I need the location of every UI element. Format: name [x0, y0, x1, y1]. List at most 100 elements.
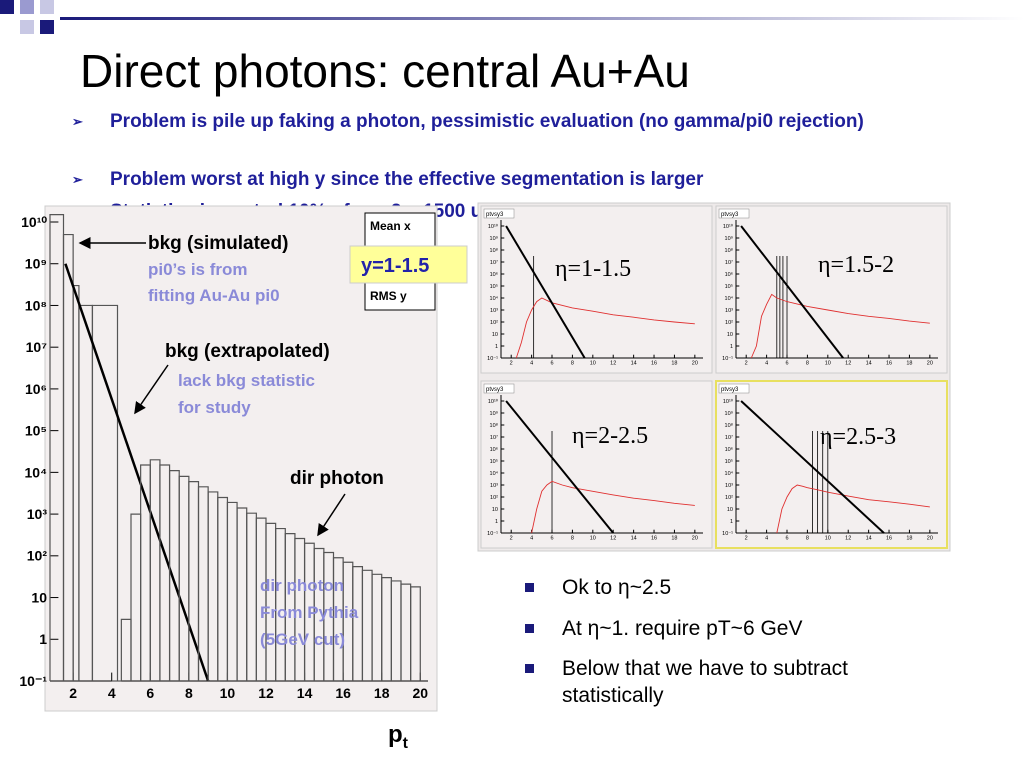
x-tick-label: 8 [806, 361, 809, 367]
x-tick-label: 8 [185, 685, 193, 701]
panel-title: ptvsy3 [721, 212, 739, 218]
y-tick-label: 10⁵ [725, 283, 733, 290]
x-tick-label: 18 [671, 536, 677, 542]
x-tick-label: 20 [412, 685, 428, 701]
y-tick-label: 10⁶ [490, 271, 498, 278]
x-tick-label: 2 [745, 536, 748, 542]
x-tick-label: 12 [845, 536, 851, 542]
annotation: (5GeV cut) [260, 630, 345, 649]
bkg-line [505, 400, 614, 534]
x-tick-label: 6 [550, 361, 553, 367]
x-tick-label: 8 [571, 361, 574, 367]
y-tick-label: 10⁷ [725, 259, 733, 266]
panel-title: ptvsy3 [486, 212, 504, 218]
y-tick-label: 10⁵ [490, 283, 498, 290]
annotation: lack bkg statistic [178, 371, 315, 390]
x-label-main: p [388, 721, 403, 748]
x-axis-label: pt [388, 721, 409, 752]
x-tick-label: 8 [806, 536, 809, 542]
x-tick-label: 2 [745, 361, 748, 367]
x-tick-label: 14 [297, 685, 313, 701]
y-tick-label: 10⁷ [725, 434, 733, 441]
y-tick-label: 10⁻¹ [722, 531, 733, 537]
panel-title: ptvsy3 [721, 387, 739, 393]
annotation: for study [178, 398, 251, 417]
x-tick-label: 18 [671, 361, 677, 367]
y-tick-label: 10 [492, 507, 498, 513]
y-tick-label: 10⁹ [490, 410, 498, 417]
y-tick-label: 10³ [27, 506, 48, 522]
legend: y=1-1.5 [361, 255, 429, 277]
y-tick-label: 10⁻¹ [487, 531, 498, 537]
y-tick-label: 10³ [725, 483, 733, 489]
bkg-line [740, 225, 844, 359]
annotation: dir photon [290, 468, 384, 489]
x-tick-label: 16 [651, 536, 657, 542]
y-tick-label: 10⁶ [725, 271, 733, 278]
x-tick-label: 10 [825, 536, 831, 542]
bullet: Problem worst at high y since the effect… [72, 168, 990, 191]
y-tick-label: 10⁸ [725, 247, 733, 254]
x-tick-label: 16 [335, 685, 351, 701]
x-tick-label: 16 [886, 536, 892, 542]
y-tick-label: 10¹⁰ [723, 223, 734, 230]
y-tick-label: 10⁶ [490, 446, 498, 453]
x-tick-label: 4 [765, 536, 768, 542]
y-tick-label: 1 [495, 519, 498, 525]
x-tick-label: 6 [550, 536, 553, 542]
y-tick-label: 10⁶ [25, 381, 47, 397]
y-tick-label: 10⁻¹ [19, 673, 47, 689]
photon-curve [750, 293, 930, 359]
y-tick-label: 10⁻¹ [722, 356, 733, 362]
panel-label: η=1-1.5 [555, 256, 631, 282]
x-tick-label: 12 [258, 685, 274, 701]
annotation: fitting Au-Au pi0 [148, 286, 280, 305]
y-tick-label: 10 [31, 589, 47, 605]
arrow [134, 364, 169, 415]
x-tick-label: 10 [220, 685, 236, 701]
y-tick-label: 10⁸ [725, 422, 733, 429]
x-tick-label: 4 [765, 361, 768, 367]
y-tick-label: 10² [725, 495, 733, 501]
x-tick-label: 16 [651, 361, 657, 367]
x-tick-label: 14 [631, 536, 637, 542]
x-tick-label: 6 [785, 361, 788, 367]
y-tick-label: 10⁻¹ [487, 356, 498, 362]
y-tick-label: 10⁴ [25, 464, 48, 480]
y-tick-label: 10⁸ [490, 422, 498, 429]
y-tick-label: 10 [727, 507, 733, 513]
panel [480, 205, 713, 374]
conclusion: Ok to η~2.5 [525, 574, 882, 601]
x-tick-label: 20 [927, 536, 933, 542]
y-tick-label: 10 [492, 332, 498, 338]
x-tick-label: 2 [510, 536, 513, 542]
panel [480, 380, 713, 549]
y-tick-label: 10⁷ [26, 339, 48, 355]
bullet: Problem is pile up faking a photon, pess… [72, 110, 990, 133]
stats-entry: Mean x [370, 219, 411, 233]
y-tick-label: 10⁴ [490, 470, 499, 477]
panel [715, 380, 948, 549]
decoration [0, 0, 1024, 34]
panel-title-box [483, 208, 515, 219]
panel-title-box [718, 383, 750, 394]
y-tick-label: 1 [495, 344, 498, 350]
fit-line [64, 263, 210, 682]
y-tick-label: 10⁵ [490, 458, 498, 465]
y-tick-label: 10⁷ [490, 259, 498, 266]
y-tick-label: 10¹⁰ [723, 398, 734, 405]
x-tick-label: 14 [631, 361, 637, 367]
x-tick-label: 14 [866, 361, 872, 367]
x-tick-label: 20 [927, 361, 933, 367]
y-tick-label: 10³ [725, 308, 733, 314]
x-tick-label: 8 [571, 536, 574, 542]
x-tick-label: 2 [510, 361, 513, 367]
y-tick-label: 10¹⁰ [488, 398, 499, 405]
panel-title: ptvsy3 [486, 387, 504, 393]
x-label-sub: t [403, 735, 409, 752]
x-tick-label: 2 [69, 685, 77, 701]
x-tick-label: 20 [692, 361, 698, 367]
y-tick-label: 10³ [490, 308, 498, 314]
panel-label: η=2.5-3 [820, 424, 896, 450]
